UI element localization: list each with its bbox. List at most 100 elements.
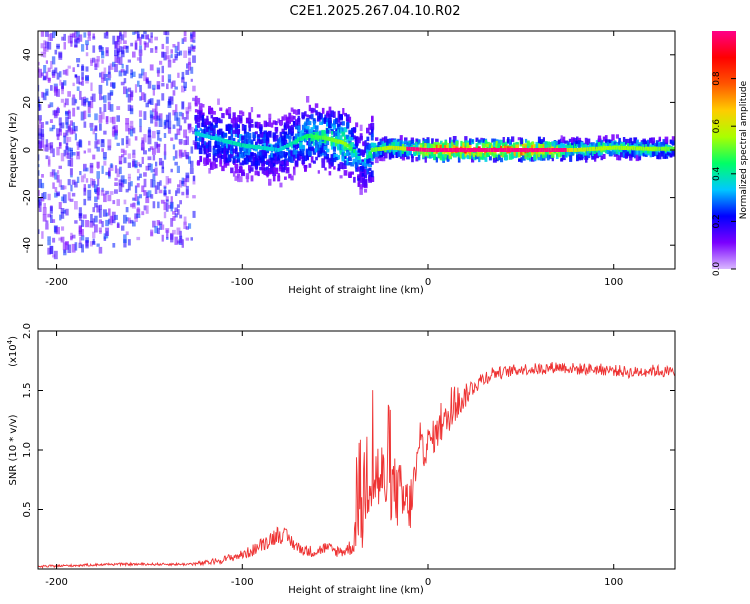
spectrogram-cell xyxy=(58,142,62,149)
spectrogram-ridge-cell xyxy=(355,152,359,157)
spectrogram-cell xyxy=(85,52,89,57)
spectrogram-cell xyxy=(350,151,354,158)
spectrogram-cell xyxy=(484,143,488,147)
spectrogram-cell xyxy=(129,90,134,98)
spectrogram-cell xyxy=(550,144,555,151)
snr-xtick-label: 100 xyxy=(604,577,623,588)
spectrogram-cell xyxy=(366,159,369,164)
spectrogram-cell xyxy=(294,133,299,140)
spectrogram-cell xyxy=(198,148,203,155)
spectrogram-cell xyxy=(539,150,544,157)
spectrogram-cell xyxy=(571,142,575,150)
spectrogram-cell xyxy=(366,168,369,173)
spectrogram-cell xyxy=(132,221,136,227)
spectrogram-cell xyxy=(629,155,633,161)
spectrogram-cell xyxy=(165,196,169,202)
spectrogram-cell xyxy=(377,142,381,148)
spectrogram-cell xyxy=(627,138,630,144)
spectrogram-cell xyxy=(101,59,104,64)
spectrogram-cell xyxy=(359,176,363,183)
spectrogram-cell xyxy=(49,119,53,123)
spectrogram-cell xyxy=(350,133,354,137)
spectrogram-cell xyxy=(408,142,413,149)
spectrogram-cell xyxy=(62,69,67,75)
spectrogram-cell xyxy=(108,167,111,176)
spectrogram-cell xyxy=(167,120,172,129)
spectrogram-cell xyxy=(96,243,100,247)
spectrogram-ridge-cell xyxy=(644,146,648,151)
spectrogram-cell xyxy=(544,150,548,158)
spectrogram-cell xyxy=(118,56,123,65)
spectrogram-cell xyxy=(317,115,321,120)
spectrogram-cell xyxy=(71,234,76,239)
spectrogram-ridge-cell xyxy=(531,148,535,152)
spectrogram-cell xyxy=(321,107,325,114)
spectrogram-cell xyxy=(223,157,227,164)
spectrogram-cell xyxy=(87,105,91,113)
spectrogram-ridge-cell xyxy=(564,148,568,152)
spectrogram-cell xyxy=(150,179,153,188)
spectrogram-cell xyxy=(136,207,140,213)
snr-multiplier-base: (x10 xyxy=(8,344,19,367)
spectrogram-cell xyxy=(524,144,528,149)
spectrogram-cell xyxy=(279,166,283,172)
spectrogram-ridge-cell xyxy=(502,148,506,152)
spectrogram-cell xyxy=(399,149,403,157)
spectrogram-cell xyxy=(352,127,357,132)
spectrogram-cell xyxy=(285,125,290,129)
spectrogram-cell xyxy=(109,104,114,112)
spectrogram-cell xyxy=(243,135,247,142)
spectrogram-cell xyxy=(61,196,64,202)
spectrogram-cell xyxy=(38,128,42,133)
spectrogram-cell xyxy=(183,81,187,89)
spectrogram-cell xyxy=(56,128,60,137)
spectrogram-ridge-cell xyxy=(513,148,517,152)
spectrogram-cell xyxy=(384,136,388,143)
spectrogram-cell xyxy=(145,205,149,214)
spectrogram-ridge-cell xyxy=(515,148,519,152)
spectrogram-cell xyxy=(38,190,40,196)
spectrogram-cell xyxy=(88,140,91,146)
spectrogram-cell xyxy=(165,228,170,233)
spectrogram-cell xyxy=(98,114,103,123)
spectrogram-cell xyxy=(422,140,425,147)
spectrogram-cell xyxy=(248,132,252,139)
spectrogram-cell xyxy=(538,143,541,150)
spectrogram-cell xyxy=(502,137,505,144)
spectrogram-cell xyxy=(201,104,205,108)
spectrogram-cell xyxy=(138,194,142,199)
spectrogram-ridge-cell xyxy=(283,145,287,149)
spectrogram-cell xyxy=(261,168,265,174)
spectrogram-cell xyxy=(357,137,361,144)
spectrogram-cell xyxy=(332,158,337,163)
spectrogram-cell xyxy=(348,140,352,146)
spectrogram-cell xyxy=(114,50,118,57)
spectrogram-cell xyxy=(214,157,218,163)
spectrogram-cell xyxy=(83,121,87,128)
spectrogram-cell xyxy=(539,139,544,144)
spectrogram-ridge-cell xyxy=(455,148,459,152)
spectrogram-cell xyxy=(99,123,102,131)
spectrogram-cell xyxy=(348,152,352,156)
spectrogram-cell xyxy=(201,114,205,120)
spectrogram-cell xyxy=(263,120,267,128)
spectrogram-cell xyxy=(277,118,280,124)
spectrogram-cell xyxy=(194,99,198,105)
spectrogram-cell xyxy=(316,118,321,122)
spectrogram-cell xyxy=(484,152,488,158)
spectrogram-cell xyxy=(41,231,44,239)
spectrogram-ridge-cell xyxy=(359,159,363,164)
spectrogram-cell xyxy=(611,134,615,141)
spectrogram-cell xyxy=(141,156,144,164)
spectrogram-cell xyxy=(259,127,263,131)
spectrogram-cell xyxy=(85,220,89,228)
spectrogram-cell xyxy=(123,199,127,205)
spectrogram-cell xyxy=(439,150,444,156)
spectrogram-cell xyxy=(370,176,375,182)
spectrogram-ridge-cell xyxy=(537,148,541,152)
spectrogram-cell xyxy=(102,152,107,159)
spectrogram-cell xyxy=(72,94,76,98)
spectrogram-cell xyxy=(239,147,242,154)
spectrogram-cell xyxy=(196,97,201,103)
spectrogram-ridge-cell xyxy=(477,148,481,152)
